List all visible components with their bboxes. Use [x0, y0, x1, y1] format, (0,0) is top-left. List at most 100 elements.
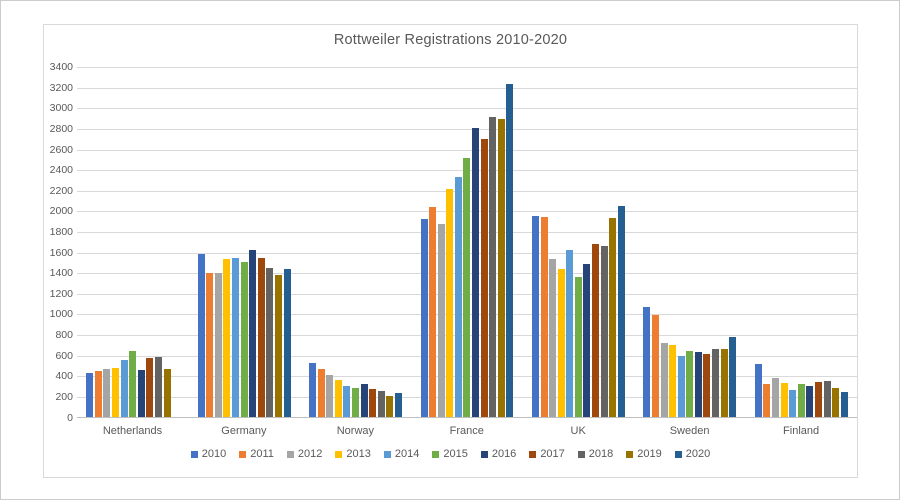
legend-label-2014: 2014 — [394, 448, 420, 460]
bar-2018-netherlands — [154, 357, 162, 418]
bar-2012-france — [437, 223, 445, 418]
legend-label-2016: 2016 — [491, 448, 517, 460]
bar-2019-uk — [609, 218, 617, 418]
bar-group-germany — [188, 67, 299, 418]
bar-2015-netherlands — [129, 351, 137, 418]
y-tick-label-400: 400 — [55, 370, 73, 383]
legend-item-2013: 2013 — [335, 448, 371, 460]
bar-2013-uk — [557, 269, 565, 418]
bar-2012-germany — [214, 273, 222, 418]
y-tick-label-3000: 3000 — [49, 102, 73, 115]
gridline-2600 — [77, 149, 857, 151]
bar-2013-germany — [223, 259, 231, 418]
y-tick-label-1800: 1800 — [49, 225, 73, 238]
legend-swatch-2012 — [286, 450, 294, 458]
bar-2020-sweden — [729, 336, 737, 418]
bar-2011-sweden — [651, 314, 659, 418]
y-tick-label-1200: 1200 — [49, 287, 73, 300]
bar-2010-finland — [754, 364, 762, 418]
bar-2017-sweden — [703, 354, 711, 418]
legend-item-2014: 2014 — [383, 448, 420, 460]
legend-item-2010: 2010 — [190, 448, 227, 460]
legend-label-2017: 2017 — [540, 448, 565, 460]
legend-swatch-2013 — [335, 450, 343, 458]
x-axis-label-germany: Germany — [221, 425, 267, 437]
bar-2020-germany — [283, 268, 291, 418]
bar-2014-sweden — [677, 355, 685, 418]
bar-2016-france — [472, 127, 480, 418]
bar-2014-netherlands — [120, 360, 128, 418]
bar-2018-france — [489, 117, 497, 418]
bar-2010-norway — [309, 363, 317, 418]
x-axis-label-france: France — [449, 425, 484, 437]
legend-swatch-2011 — [239, 450, 247, 458]
bar-2018-uk — [600, 246, 608, 418]
x-axis-label-norway: Norway — [336, 425, 375, 437]
bar-2015-france — [463, 158, 471, 418]
bar-group-sweden — [634, 67, 745, 418]
legend-swatch-2016 — [480, 450, 488, 458]
legend-label-2010: 2010 — [201, 448, 227, 460]
legend-item-2012: 2012 — [286, 448, 323, 460]
legend-item-2016: 2016 — [480, 448, 517, 460]
y-tick-label-0: 0 — [67, 411, 73, 424]
bar-2010-sweden — [643, 306, 651, 418]
bar-2015-uk — [574, 277, 582, 418]
y-tick-label-2200: 2200 — [49, 184, 73, 197]
bar-2011-germany — [206, 272, 214, 418]
legend-swatch-2017 — [529, 450, 537, 458]
bar-2016-finland — [806, 386, 814, 418]
bar-2010-germany — [197, 254, 205, 418]
legend-label-2018: 2018 — [588, 448, 614, 460]
bar-2020-finland — [840, 392, 848, 418]
bar-2013-sweden — [669, 344, 677, 418]
plot-area — [77, 67, 857, 418]
bar-2013-norway — [334, 380, 342, 418]
y-tick-label-800: 800 — [55, 329, 73, 341]
bar-2011-uk — [540, 217, 548, 418]
y-tick-label-2800: 2800 — [49, 122, 73, 135]
x-axis-line — [77, 417, 857, 418]
bar-2014-germany — [231, 257, 239, 418]
bar-2018-finland — [823, 380, 831, 418]
y-tick-label-3400: 3400 — [49, 61, 73, 73]
y-tick-label-1400: 1400 — [49, 267, 73, 280]
legend-swatch-2010 — [190, 450, 198, 458]
bar-2016-uk — [583, 264, 591, 418]
legend-item-2015: 2015 — [432, 448, 468, 460]
bar-2016-netherlands — [137, 369, 145, 418]
chart-title: Rottweiler Registrations 2010-2020 — [333, 32, 568, 48]
legend-item-2011: 2011 — [239, 448, 274, 460]
x-axis-label-netherlands: Netherlands — [102, 425, 163, 437]
legend-swatch-2020 — [674, 450, 682, 458]
y-tick-label-1000: 1000 — [49, 308, 73, 321]
bar-2015-germany — [240, 261, 248, 418]
bar-group-netherlands — [77, 67, 188, 418]
bar-2014-france — [454, 176, 462, 418]
legend-swatch-2014 — [383, 450, 391, 458]
bar-2015-finland — [797, 384, 805, 418]
gridline-3400 — [77, 67, 857, 68]
bar-2010-netherlands — [86, 372, 94, 418]
y-tick-label-2400: 2400 — [49, 164, 73, 177]
bar-2019-germany — [274, 275, 282, 418]
legend-item-2017: 2017 — [529, 448, 565, 460]
bar-2012-finland — [772, 378, 779, 418]
bar-2019-france — [497, 118, 505, 418]
legend-label-2015: 2015 — [443, 448, 468, 460]
x-axis-label-finland: Finland — [783, 425, 820, 437]
bar-group-finland — [746, 67, 857, 418]
bar-2016-norway — [360, 383, 368, 418]
legend-swatch-2019 — [626, 450, 634, 458]
legend-label-2019: 2019 — [637, 448, 662, 460]
bar-2020-france — [506, 84, 514, 418]
y-tick-label-3200: 3200 — [49, 81, 73, 94]
legend-item-2019: 2019 — [626, 448, 662, 460]
bar-2013-finland — [780, 383, 788, 418]
bar-2017-uk — [592, 243, 600, 418]
bar-2013-netherlands — [112, 367, 119, 418]
legend-label-2013: 2013 — [346, 448, 371, 460]
bar-group-france — [411, 67, 522, 418]
legend: 2010 2011 2012 2013 2014 2015 2016 2017 2018 2019… — [43, 447, 858, 461]
legend-label-2012: 2012 — [297, 448, 323, 460]
